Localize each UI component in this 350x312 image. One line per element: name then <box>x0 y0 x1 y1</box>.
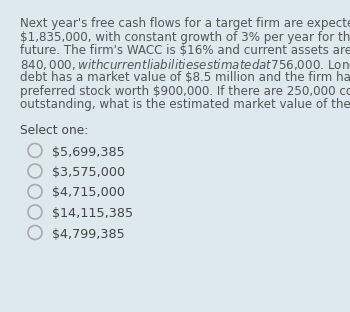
Text: $14,115,385: $14,115,385 <box>52 207 133 220</box>
Text: outstanding, what is the estimated market value of the firm's stock?: outstanding, what is the estimated marke… <box>20 98 350 111</box>
Text: preferred stock worth $900,000. If there are 250,000 common shares: preferred stock worth $900,000. If there… <box>20 85 350 97</box>
Text: $5,699,385: $5,699,385 <box>52 145 125 158</box>
Text: Next year's free cash flows for a target firm are expected to be: Next year's free cash flows for a target… <box>20 17 350 30</box>
Text: $4,715,000: $4,715,000 <box>52 187 125 199</box>
Text: debt has a market value of $8.5 million and the firm has outstanding: debt has a market value of $8.5 million … <box>20 71 350 84</box>
Text: $3,575,000: $3,575,000 <box>52 166 125 179</box>
Text: $4,799,385: $4,799,385 <box>52 227 125 241</box>
Text: Select one:: Select one: <box>20 124 88 137</box>
FancyBboxPatch shape <box>6 6 344 306</box>
Text: $1,835,000, with constant growth of 3% per year for the foreseeable: $1,835,000, with constant growth of 3% p… <box>20 31 350 43</box>
Text: future. The firm's WACC is $16% and current assets are valued at: future. The firm's WACC is $16% and curr… <box>20 44 350 57</box>
Text: $840,000, with current liabilities estimated at $756,000. Long term: $840,000, with current liabilities estim… <box>20 57 350 75</box>
